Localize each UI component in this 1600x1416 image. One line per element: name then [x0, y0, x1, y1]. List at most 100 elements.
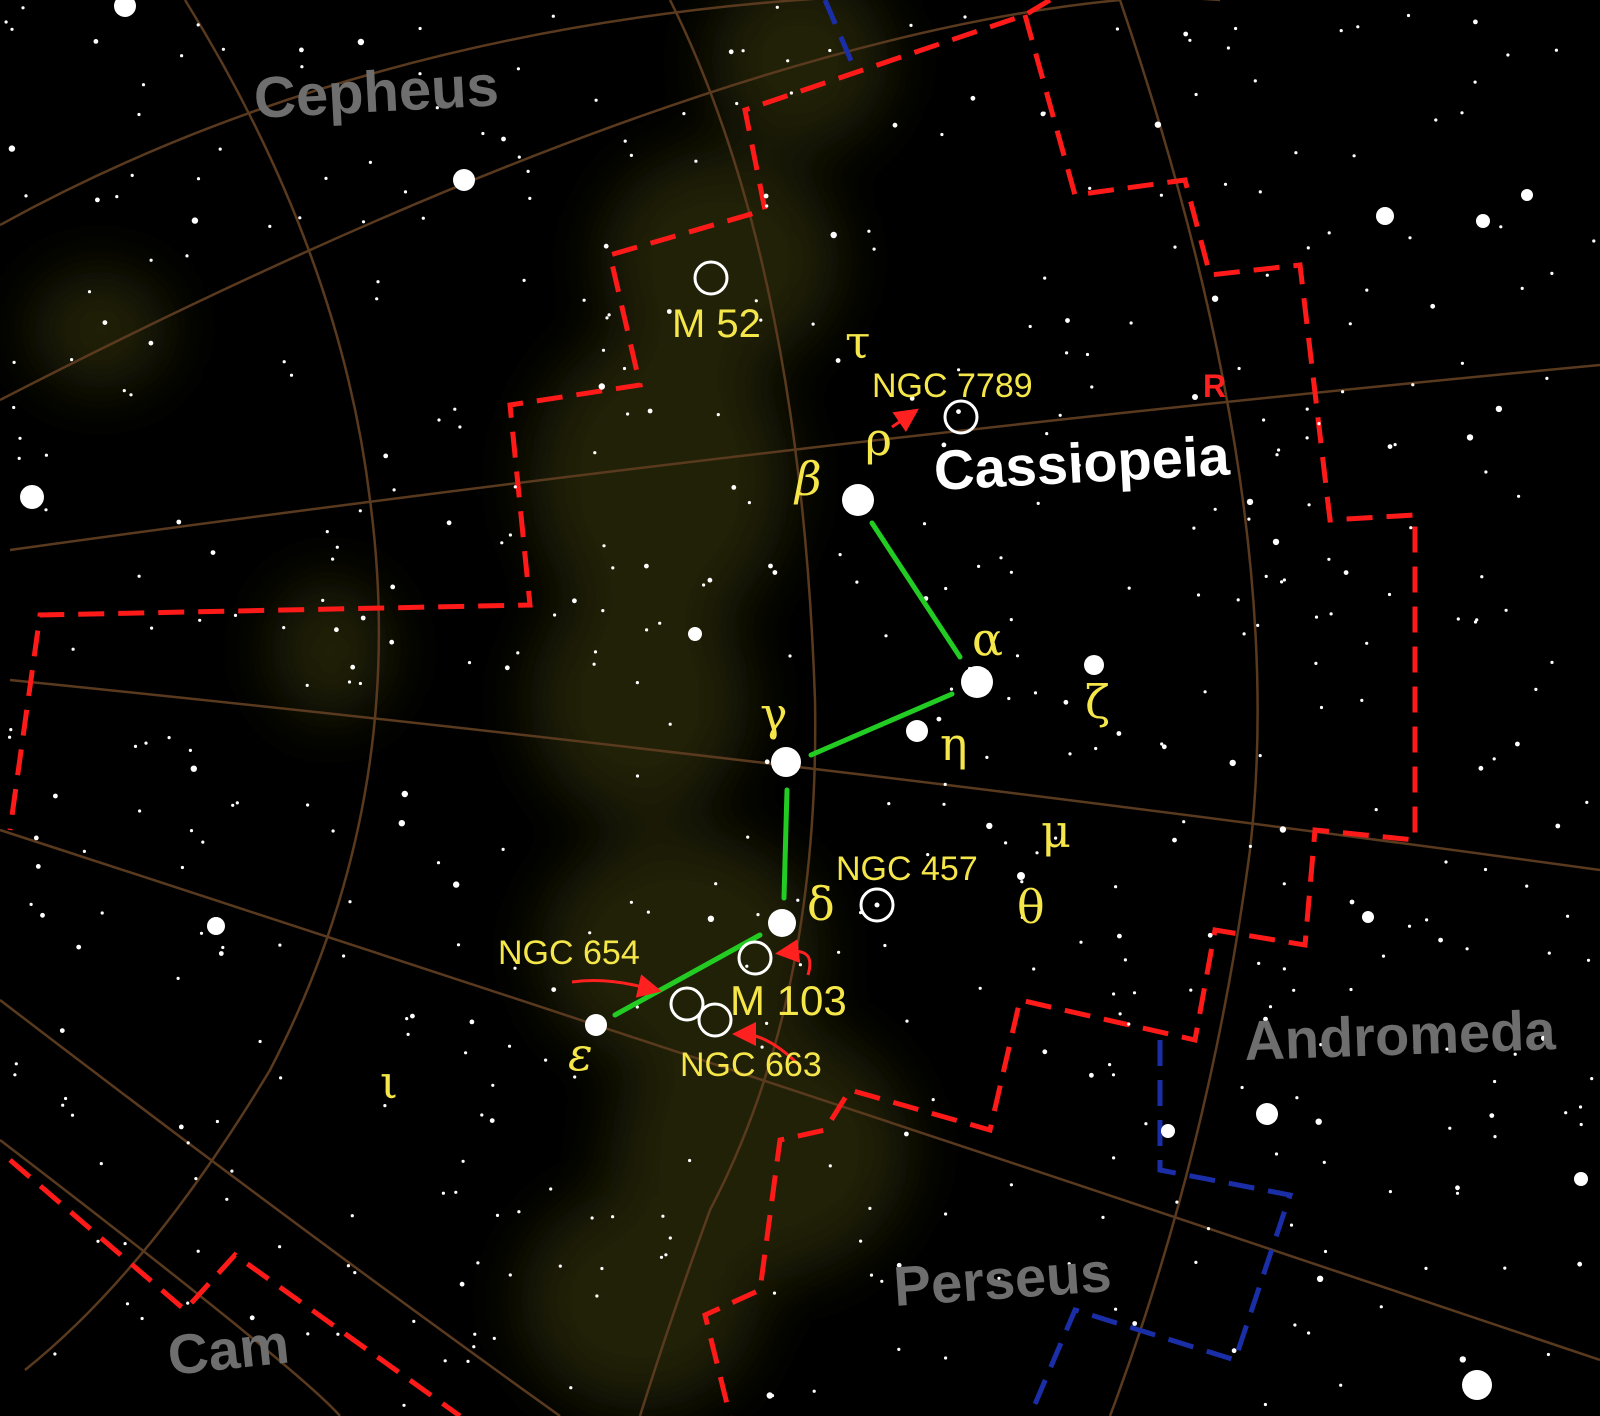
background-star — [551, 987, 557, 992]
background-star — [1352, 154, 1356, 158]
ngc654-marker — [669, 986, 705, 1022]
background-star — [1115, 27, 1119, 31]
background-star — [1327, 231, 1331, 235]
ngc7789-label: NGC 7789 — [872, 367, 1033, 405]
ngc663-marker — [697, 1002, 733, 1038]
background-star — [1550, 271, 1554, 275]
background-star — [1489, 1113, 1495, 1118]
star-14 — [1192, 394, 1198, 400]
background-star — [464, 1051, 468, 1055]
background-star — [798, 963, 803, 967]
background-star — [215, 1119, 219, 1124]
constellation-name: Cassiopeia — [932, 424, 1231, 502]
background-star — [707, 577, 713, 583]
star-8 — [1521, 189, 1533, 201]
perseus-label: Perseus — [891, 1240, 1113, 1318]
background-star — [1295, 1096, 1299, 1100]
background-star — [93, 39, 99, 44]
label-theta: θ — [1017, 880, 1045, 934]
background-star — [221, 945, 225, 950]
background-star — [569, 1386, 573, 1390]
background-star — [1094, 746, 1098, 751]
background-star — [406, 1032, 410, 1036]
background-star — [1282, 967, 1286, 971]
background-star — [306, 803, 310, 807]
background-star — [1043, 276, 1047, 280]
stick-delta-epsilon — [612, 932, 763, 1018]
background-star — [605, 316, 609, 320]
background-star — [194, 1177, 198, 1181]
background-star — [1196, 593, 1201, 597]
background-star — [629, 153, 634, 157]
background-star — [35, 864, 41, 869]
background-star — [549, 1187, 553, 1191]
ngc457-marker — [859, 887, 895, 923]
background-star — [504, 665, 510, 671]
background-star — [1315, 1118, 1322, 1125]
background-star — [977, 564, 981, 569]
background-star — [1223, 182, 1228, 186]
background-star — [358, 681, 362, 686]
background-star — [517, 1210, 521, 1214]
background-star — [1448, 1126, 1452, 1130]
background-star — [1058, 413, 1062, 417]
background-star — [944, 1212, 948, 1216]
background-star — [590, 1216, 594, 1220]
background-star — [141, 83, 146, 87]
background-star — [1387, 592, 1392, 597]
background-star — [1247, 517, 1251, 521]
background-star — [178, 1124, 184, 1130]
background-star — [357, 38, 365, 46]
background-star — [1555, 823, 1561, 829]
background-star — [459, 1281, 465, 1287]
background-star — [1258, 754, 1262, 758]
background-star — [1503, 1266, 1507, 1270]
background-star — [44, 453, 49, 457]
background-star — [1438, 937, 1443, 943]
background-star — [1253, 79, 1257, 83]
background-star — [1577, 1261, 1583, 1267]
background-star — [1314, 661, 1318, 666]
background-star — [1274, 1152, 1279, 1156]
background-star — [837, 950, 841, 954]
background-star — [1409, 526, 1413, 530]
background-star — [1007, 696, 1011, 701]
background-star — [582, 298, 586, 302]
background-star — [403, 190, 408, 194]
background-star — [688, 1158, 692, 1163]
background-star — [1226, 46, 1230, 50]
background-star — [76, 944, 82, 950]
background-star — [221, 47, 225, 51]
background-star — [1089, 1072, 1094, 1078]
background-star — [180, 865, 184, 870]
background-star — [508, 533, 512, 537]
background-star — [1307, 1331, 1311, 1335]
m103-marker — [737, 940, 773, 976]
background-star — [1173, 245, 1177, 249]
background-star — [646, 910, 651, 914]
background-star — [659, 1255, 664, 1259]
background-star — [191, 217, 199, 224]
background-star — [481, 131, 485, 136]
background-star — [940, 132, 944, 137]
background-star — [1101, 1215, 1105, 1219]
background-star — [811, 322, 815, 326]
background-star — [1020, 915, 1024, 920]
label-iota: ι — [380, 1055, 398, 1109]
background-star — [867, 229, 871, 233]
background-star — [1240, 1085, 1244, 1090]
background-star — [1319, 1043, 1323, 1047]
background-star — [324, 176, 328, 180]
background-star — [1445, 1047, 1449, 1051]
background-star — [788, 654, 792, 658]
star-11 — [1161, 1124, 1175, 1138]
background-star — [1054, 836, 1058, 840]
background-star — [702, 583, 706, 587]
background-star — [249, 1315, 255, 1321]
background-star — [87, 290, 92, 294]
background-star — [185, 254, 189, 258]
background-star — [233, 613, 238, 618]
background-star — [176, 976, 180, 981]
background-star — [1289, 1223, 1294, 1227]
